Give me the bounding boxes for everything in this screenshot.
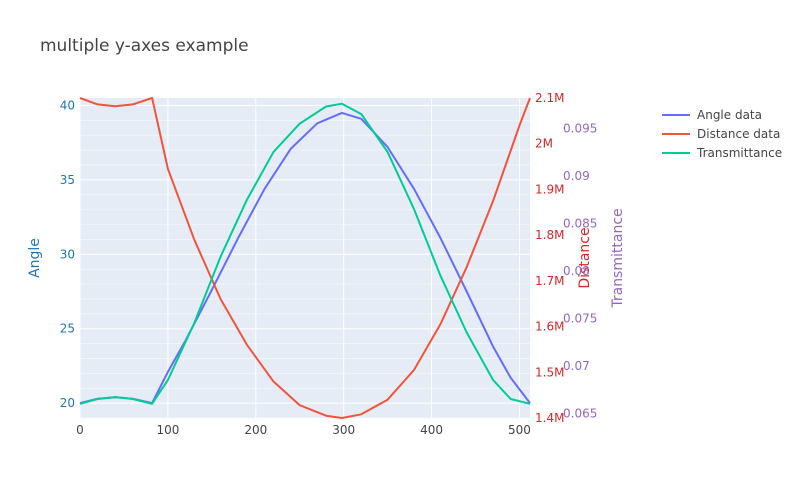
y3-tick-label: 0.09 (563, 169, 590, 183)
y1-tick-label: 20 (60, 396, 75, 410)
y1-tick-label: 40 (60, 98, 75, 112)
plot-background (80, 98, 530, 418)
y1-tick-label: 25 (60, 322, 75, 336)
y2-tick-label: 1.6M (535, 320, 564, 334)
legend-label: Distance data (697, 127, 780, 141)
x-tick-label: 100 (156, 423, 179, 437)
y2-tick-label: 1.5M (535, 365, 564, 379)
y3-tick-label: 0.07 (563, 359, 590, 373)
gridlines (79, 98, 530, 418)
y1-tick-label: 35 (60, 173, 75, 187)
y2-axis-title: Distance (577, 227, 593, 288)
y3-tick-label: 0.075 (563, 311, 597, 325)
legend-item[interactable]: Angle data (662, 108, 762, 122)
x-axis-ticks: 0 100 200 300 400 500 (76, 423, 531, 437)
y2-tick-label: 1.9M (535, 182, 564, 196)
x-tick-label: 200 (244, 423, 267, 437)
plot-layer (79, 97, 531, 419)
legend-item[interactable]: Distance data (662, 127, 780, 141)
y3-axis-title: Transmittance (610, 208, 626, 308)
legend-label: Transmittance (696, 146, 782, 160)
y2-tick-label: 1.7M (535, 274, 564, 288)
legend-label: Angle data (697, 108, 762, 122)
x-tick-label: 500 (508, 423, 531, 437)
series-line-2[interactable] (79, 97, 531, 419)
y1-axis-title: Angle (27, 238, 43, 278)
legend-item[interactable]: Transmittance (662, 146, 782, 160)
minor-gridlines (80, 120, 530, 419)
y2-axis: 1.4M 1.5M 1.6M 1.7M 1.8M 1.9M 2M 2.1M Distance (535, 91, 593, 425)
y2-tick-label: 2M (535, 137, 553, 151)
y2-tick-label: 1.4M (535, 411, 564, 425)
x-tick-label: 300 (332, 423, 355, 437)
y3-tick-label: 0.065 (563, 406, 597, 420)
y3-tick-label: 0.095 (563, 121, 597, 135)
x-tick-label: 400 (420, 423, 443, 437)
y1-tick-label: 30 (60, 247, 75, 261)
chart-title: multiple y-axes example (40, 36, 249, 56)
series-line-3[interactable] (79, 102, 531, 405)
y3-tick-label: 0.08 (563, 264, 590, 278)
y3-axis: 0.065 0.07 0.075 0.08 0.085 0.09 0.095 Transmit… (563, 121, 626, 420)
legend[interactable]: Angle data Distance data Transmittance (662, 108, 782, 160)
axis-layer: 0 100 200 300 400 5002025303540Angle1.4M1.5M1… (27, 91, 626, 437)
y2-tick-label: 2.1M (535, 91, 564, 105)
y2-tick-label: 1.8M (535, 228, 564, 242)
y1-axis: 20 25 30 35 40 Angle (27, 98, 75, 410)
y3-tick-label: 0.085 (563, 216, 597, 230)
x-tick-label: 0 (76, 423, 84, 437)
